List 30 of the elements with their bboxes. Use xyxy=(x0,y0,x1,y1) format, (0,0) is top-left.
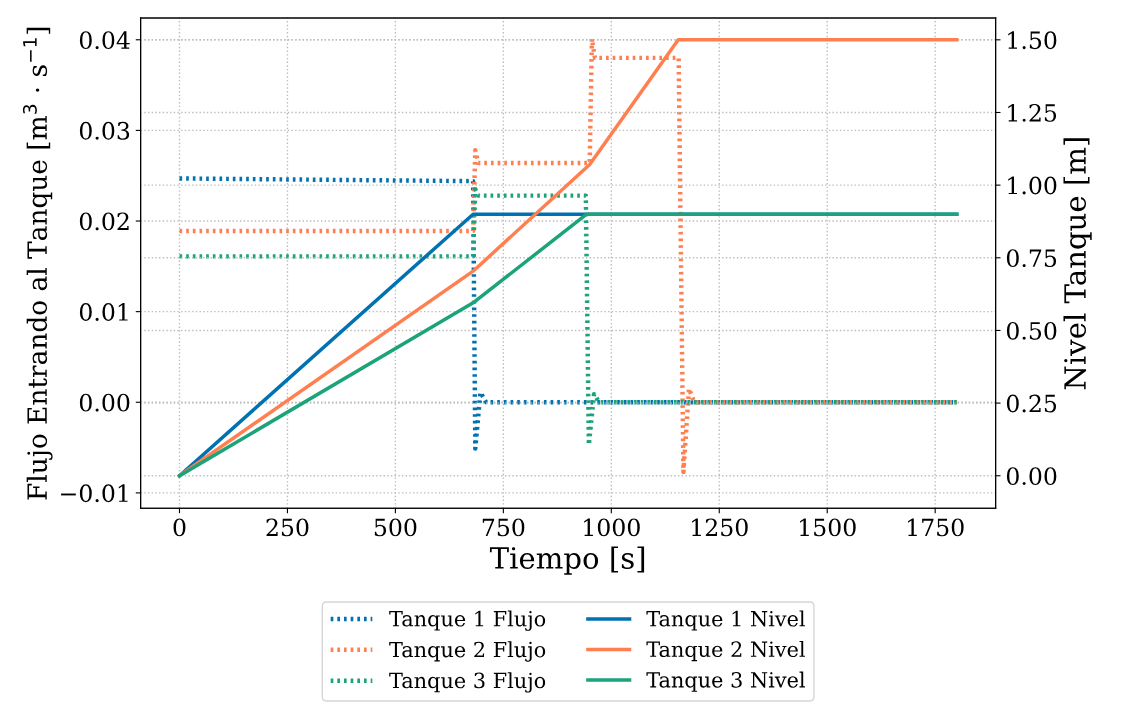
legend-label: Tanque 2 Nivel xyxy=(646,640,805,662)
y2-tick-label: 0.50 xyxy=(1006,321,1057,340)
legend-label: Tanque 3 Flujo xyxy=(389,672,546,693)
y2-tick-label: 0.00 xyxy=(1006,467,1057,486)
y-tick-label: 0.00 xyxy=(79,393,130,412)
x-tick-label: 750 xyxy=(482,518,525,537)
y2-tick-label: 0.25 xyxy=(1006,394,1057,413)
y-tick-label: −0.01 xyxy=(61,484,128,503)
y-tick-label: 0.04 xyxy=(79,31,130,50)
y2-tick-label: 1.50 xyxy=(1008,31,1057,50)
x-tick-label: 0 xyxy=(173,518,186,537)
x-tick-label: 1500 xyxy=(800,518,856,537)
legend-label: Tanque 1 Flujo xyxy=(389,610,546,631)
x-tick-label: 250 xyxy=(266,518,309,537)
y-tick-label: 0.03 xyxy=(79,121,130,140)
y-axis-title: Flujo Entrando al Tanque [m$^{3}$ · s$^{−1}$] xyxy=(22,27,53,500)
y-tick-label: 0.01 xyxy=(79,303,128,321)
legend-label: Tanque 2 Flujo xyxy=(389,641,546,662)
x-tick-label: 1250 xyxy=(692,518,748,537)
x-tick-label: 1000 xyxy=(584,518,640,537)
y2-tick-label: 0.75 xyxy=(1006,249,1057,268)
x-tick-label: 500 xyxy=(374,518,417,537)
y2-tick-label: 1.00 xyxy=(1008,176,1057,195)
y2-axis-title: Nivel Tanque [m] xyxy=(1063,138,1092,390)
x-axis-title: Tiempo [s] xyxy=(489,546,645,575)
y2-tick-label: 1.25 xyxy=(1008,103,1057,122)
x-tick-label: 1750 xyxy=(908,518,964,537)
y-tick-label: 0.02 xyxy=(79,212,129,231)
legend-label: Tanque 1 Nivel xyxy=(646,610,805,631)
legend-label: Tanque 3 Nivel xyxy=(646,671,805,692)
